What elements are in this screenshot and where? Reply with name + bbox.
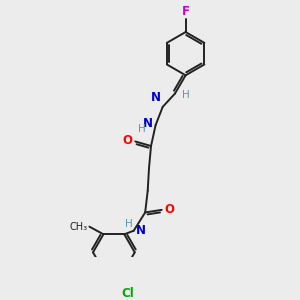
Text: N: N xyxy=(136,224,146,237)
Text: F: F xyxy=(182,5,190,18)
Text: Cl: Cl xyxy=(121,287,134,300)
Text: H: H xyxy=(138,124,146,134)
Text: H: H xyxy=(182,90,190,100)
Text: H: H xyxy=(125,219,132,229)
Text: O: O xyxy=(164,203,174,216)
Text: CH₃: CH₃ xyxy=(69,222,87,232)
Text: N: N xyxy=(142,117,152,130)
Text: O: O xyxy=(123,134,133,147)
Text: N: N xyxy=(151,91,161,104)
